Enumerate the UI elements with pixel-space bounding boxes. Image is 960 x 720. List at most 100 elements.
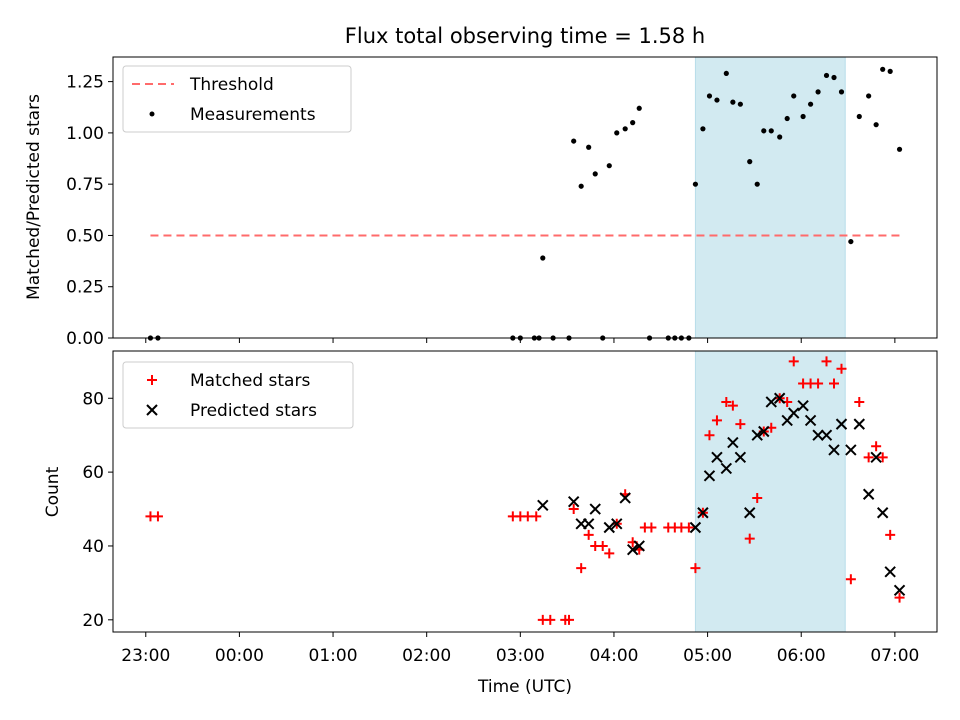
top-dot-point-30: [737, 101, 743, 107]
top-dot-point-11: [586, 144, 592, 150]
bottom-plus-point-45: [836, 363, 847, 374]
top-dot-point-28: [723, 70, 729, 77]
bottom-legend: Matched stars Predicted stars: [122, 361, 354, 429]
bottom-plus-point-28: [704, 430, 715, 441]
bottom-x-point-32: [862, 488, 875, 500]
bottom-x-point-36: [893, 584, 906, 596]
bottom-x-point-15: [727, 436, 739, 449]
bottom-x-point-20: [765, 396, 777, 408]
bottom-plus-point-5: [531, 511, 542, 522]
bottom-plus-point-10: [568, 504, 579, 515]
bottom-x-point-33: [870, 451, 882, 464]
top-dot-point-33: [761, 128, 767, 134]
bottom-ytick-label: 40: [82, 537, 104, 557]
bottom-plus-point-44: [829, 378, 839, 389]
top-dot-point-6: [540, 255, 546, 261]
bottom-xtick-label: 05:00: [683, 646, 732, 666]
bottom-plus-point-33: [744, 533, 755, 544]
bottom-plus-point-49: [871, 441, 882, 452]
bottom-plus-point-48: [863, 452, 874, 463]
bottom-xtick-label: 01:00: [309, 646, 358, 666]
top-axes: 0.00 0.25 0.50 0.75 1.00 1.25: [66, 56, 938, 349]
top-dot-point-43: [838, 89, 845, 95]
top-legend-frame: [122, 65, 352, 133]
bottom-x-point-3: [582, 518, 595, 530]
x-axis-label: Time (UTC): [477, 677, 572, 697]
bottom-plus-point-52: [894, 592, 905, 603]
top-dot-point-18: [636, 105, 642, 111]
bottom-x-point-16: [734, 451, 747, 464]
bottom-x-point-6: [611, 518, 623, 530]
bottom-plus-point-31: [727, 400, 738, 411]
top-shaded-region: [694, 56, 846, 339]
top-dot-point-38: [800, 113, 806, 120]
top-dot-point-48: [880, 66, 886, 72]
top-dot-point-15: [614, 130, 620, 136]
bottom-x-point-24: [797, 399, 809, 412]
bottom-plus-point-32: [735, 419, 746, 430]
legend-measurements-swatch: [149, 111, 155, 117]
bottom-x-point-30: [845, 444, 857, 456]
bottom-plus-point-26: [690, 563, 701, 574]
bottom-plus-point-39: [788, 356, 799, 367]
bottom-plus-point-34: [752, 492, 763, 503]
top-dot-point-42: [831, 74, 837, 81]
bottom-plus-point-7: [545, 614, 556, 625]
bottom-shaded-region: [694, 350, 846, 633]
top-dot-point-34: [768, 128, 774, 134]
top-dot-point-31: [747, 159, 753, 165]
bottom-plus-point-11: [576, 563, 587, 574]
bottom-x-point-14: [720, 462, 733, 475]
bottom-x-point-25: [804, 414, 817, 427]
bottom-plus-point-50: [877, 452, 888, 463]
bottom-xtick-label: 07:00: [870, 646, 919, 666]
bottom-xtick-label: 00:00: [215, 646, 264, 666]
bottom-axes: 20 40 60 80 23:00 00:00 01:00 02:00 03:00 04:00 05…: [82, 350, 938, 666]
top-ytick-label: 0.75: [66, 175, 104, 195]
top-dot-point-27: [714, 97, 720, 103]
top-dot-point-36: [784, 115, 790, 122]
top-dot-point-12: [592, 171, 598, 177]
bottom-xtick-label: 23:00: [121, 646, 170, 666]
bottom-plus-point-42: [813, 378, 824, 389]
bottom-plus-point-46: [845, 574, 856, 585]
bottom-plus-point-15: [604, 548, 615, 559]
top-dot-point-45: [856, 113, 862, 120]
top-ytick-label: 0.50: [66, 226, 104, 246]
bottom-plus-point-12: [583, 529, 594, 540]
top-dot-point-40: [815, 89, 821, 95]
bottom-plus-point-1: [152, 511, 163, 522]
bottom-x-point-8: [626, 543, 639, 556]
legend-threshold-label: Threshold: [189, 75, 274, 95]
top-dot-point-16: [622, 126, 628, 132]
bottom-x-point-12: [703, 470, 716, 482]
top-ytick-label: 0.00: [66, 329, 104, 349]
top-legend: Threshold Measurements: [122, 65, 352, 133]
bottom-plus-point-25: [683, 522, 694, 533]
bottom-x-point-7: [619, 492, 631, 504]
chart-title: Flux total observing time = 1.58 h: [345, 24, 705, 48]
bottom-frame: [112, 350, 938, 633]
top-dot-point-24: [692, 181, 699, 187]
bottom-plus-point-30: [721, 396, 732, 407]
bottom-xtick-label: 02:00: [402, 646, 451, 666]
bottom-x-point-18: [751, 429, 763, 441]
top-dot-point-37: [791, 93, 797, 99]
bottom-plus-point-47: [854, 396, 865, 407]
top-dot-point-50: [896, 146, 903, 152]
top-dot-point-14: [606, 163, 612, 169]
top-dot-point-41: [823, 72, 830, 79]
bottom-x-point-17: [744, 507, 756, 519]
legend-predicted-label: Predicted stars: [190, 401, 317, 421]
bottom-plus-point-29: [711, 415, 722, 426]
top-dot-point-25: [700, 126, 706, 132]
legend-measurements-label: Measurements: [190, 105, 316, 125]
top-dot-point-32: [754, 181, 760, 187]
legend-matched-label: Matched stars: [190, 371, 310, 391]
bottom-x-point-19: [758, 425, 770, 438]
bottom-plus-point-14: [597, 540, 608, 551]
bottom-x-point-31: [853, 418, 865, 430]
top-dot-point-35: [777, 134, 783, 140]
top-frame: [112, 56, 938, 339]
bottom-x-point-10: [689, 521, 702, 534]
